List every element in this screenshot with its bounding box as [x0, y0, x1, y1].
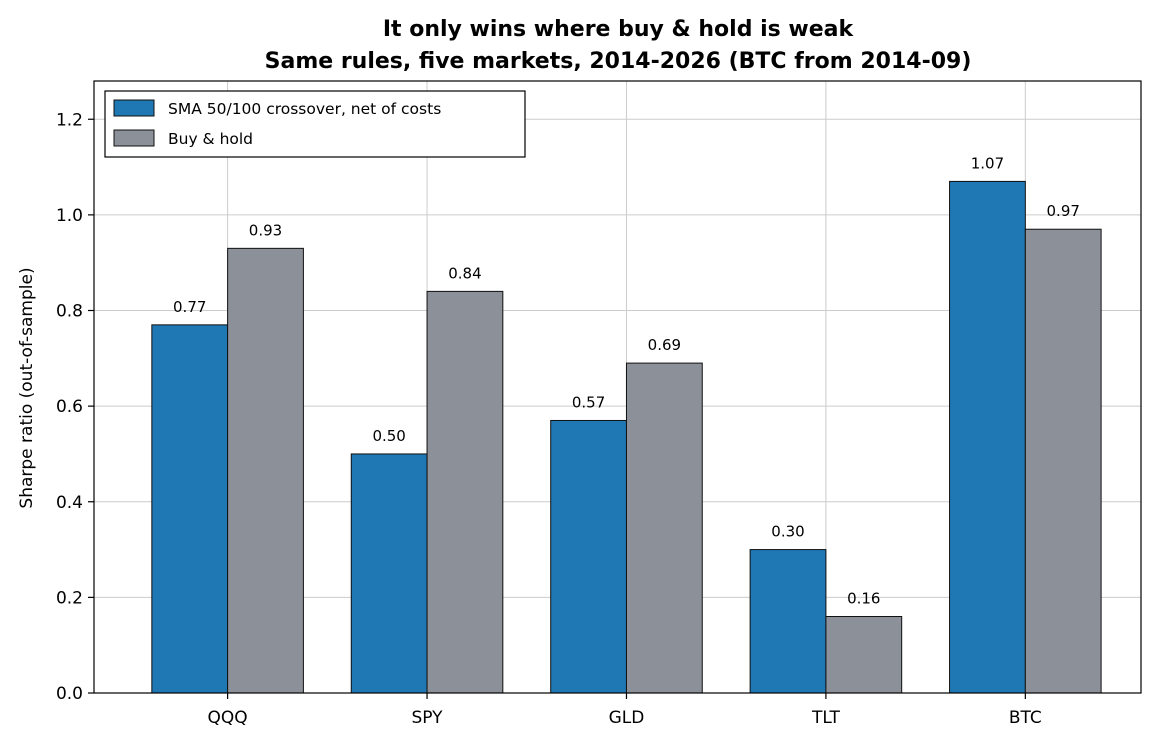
- data-label-gld-series-0: 0.57: [572, 393, 605, 411]
- bar-gld-series-0: [550, 419, 627, 694]
- y-tick-label-6: 1.2: [56, 110, 83, 130]
- bar-btc-series-1: [1024, 228, 1102, 694]
- x-tick-label-spy: SPY: [412, 708, 444, 728]
- y-axis-label: Sharpe ratio (out-of-sample): [17, 267, 37, 508]
- y-tick-label-2: 0.4: [56, 493, 83, 513]
- bar-gld-series-1: [625, 362, 703, 694]
- bar-spy-series-0: [350, 453, 428, 694]
- data-label-spy-series-1: 0.84: [448, 264, 481, 282]
- y-tick-label-1: 0.2: [56, 588, 83, 608]
- x-tick-label-tlt: TLT: [811, 708, 841, 728]
- chart-title: It only wins where buy & hold is weak: [383, 17, 855, 42]
- bar-spy-series-1: [426, 290, 504, 694]
- chart-subtitle: Same rules, five markets, 2014-2026 (BTC…: [265, 49, 972, 74]
- legend-box: [104, 90, 526, 158]
- data-label-btc-series-0: 1.07: [971, 154, 1004, 172]
- y-tick-label-4: 0.8: [56, 302, 83, 322]
- y-tick-label-3: 0.6: [56, 397, 83, 417]
- y-tick-label-0: 0.0: [56, 684, 83, 704]
- bar-btc-series-0: [949, 180, 1026, 694]
- legend-swatch-1: [113, 129, 155, 147]
- legend-label-1: Buy & hold: [168, 130, 253, 148]
- x-tick-label-btc: BTC: [1009, 708, 1042, 728]
- bar-qqq-series-1: [227, 247, 304, 694]
- data-label-qqq-series-0: 0.77: [173, 298, 206, 316]
- x-tick-label-gld: GLD: [609, 708, 645, 728]
- data-label-spy-series-0: 0.50: [372, 427, 405, 445]
- bar-tlt-series-0: [749, 549, 827, 694]
- bars: [151, 180, 1102, 694]
- data-label-qqq-series-1: 0.93: [249, 221, 282, 239]
- y-tick-label-5: 1.0: [56, 206, 83, 226]
- legend-swatch-0: [113, 99, 155, 117]
- bar-tlt-series-1: [825, 616, 903, 694]
- data-label-gld-series-1: 0.69: [648, 336, 681, 354]
- bar-qqq-series-0: [151, 324, 229, 694]
- plot-frame: [93, 80, 1142, 694]
- data-label-btc-series-1: 0.97: [1047, 202, 1080, 220]
- data-labels: 0.77 0.50 0.57 0.30 1.07 0.93 0.84 0.69 0.16 0.97: [173, 154, 1080, 607]
- data-label-tlt-series-1: 0.16: [847, 590, 880, 608]
- data-label-tlt-series-0: 0.30: [771, 523, 804, 541]
- axes: 0.0 0.2 0.4 0.6 0.8 1.0 1.2 QQQ SPY GLD TLT BTC: [56, 80, 1142, 728]
- x-tick-label-qqq: QQQ: [208, 708, 248, 728]
- legend-label-0: SMA 50/100 crossover, net of costs: [168, 100, 441, 118]
- legend: SMA 50/100 crossover, net of costs Buy & …: [104, 90, 526, 158]
